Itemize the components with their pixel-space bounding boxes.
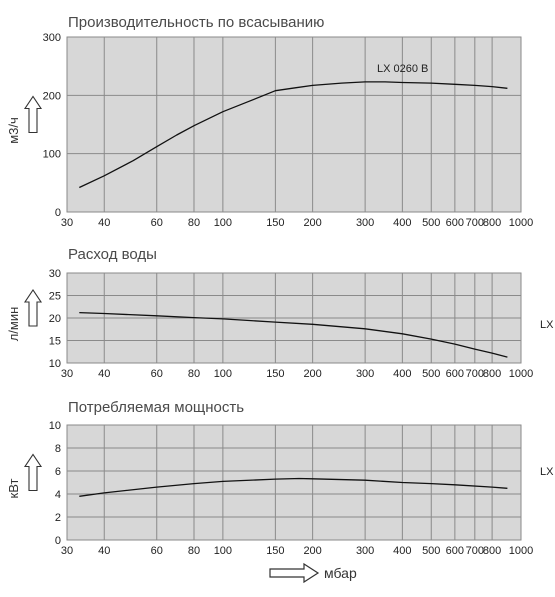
y-tick-label: 15 <box>49 336 61 348</box>
x-tick-label: 30 <box>61 217 73 229</box>
x-tick-label: 300 <box>356 368 374 380</box>
x-tick-label: 400 <box>393 368 411 380</box>
x-tick-label: 80 <box>188 545 200 557</box>
x-axis-unit: мбар <box>269 562 357 584</box>
x-tick-label: 40 <box>98 217 110 229</box>
chart-panel-1: Производительность по всасыванию 30 40 60 80… <box>6 14 533 229</box>
x-tick-label: 150 <box>266 217 284 229</box>
x-tick-label: 300 <box>356 545 374 557</box>
x-tick-label: 500 <box>422 368 440 380</box>
x-tick-label: 600 <box>446 368 464 380</box>
x-tick-label: 300 <box>356 217 374 229</box>
x-tick-label: 600 <box>446 217 464 229</box>
series-label: LX 0260 B <box>540 466 555 478</box>
x-unit-arrow-icon <box>269 562 320 584</box>
y-tick-label: 4 <box>55 489 61 501</box>
x-tick-label: 700 <box>466 368 484 380</box>
y-tick-label: 0 <box>55 535 61 547</box>
x-tick-label: 60 <box>151 368 163 380</box>
y-tick-label: 300 <box>43 32 61 44</box>
y-tick-label: 6 <box>55 466 61 478</box>
y-tick-label: 20 <box>49 313 61 325</box>
x-tick-label: 150 <box>266 368 284 380</box>
x-tick-label: 400 <box>393 545 411 557</box>
x-tick-label: 800 <box>483 545 501 557</box>
chart-title: Расход воды <box>68 246 157 263</box>
x-tick-label: 60 <box>151 545 163 557</box>
y-tick-label: 0 <box>55 207 61 219</box>
x-tick-label: 60 <box>151 217 163 229</box>
series-line <box>79 477 508 497</box>
y-axis-label: кВт <box>6 479 21 499</box>
x-tick-label: 100 <box>214 545 232 557</box>
y-tick-label: 2 <box>55 512 61 524</box>
x-tick-label: 400 <box>393 217 411 229</box>
y-axis-label: м3/ч <box>6 117 21 144</box>
chart-panel-2: Расход воды 30 40 60 80 100 150 200 300 400 500 600… <box>6 246 555 380</box>
x-tick-label: 800 <box>483 217 501 229</box>
x-tick-label: 150 <box>266 545 284 557</box>
x-tick-label: 800 <box>483 368 501 380</box>
x-tick-label: 80 <box>188 368 200 380</box>
x-tick-label: 1000 <box>509 368 533 380</box>
x-tick-label: 30 <box>61 545 73 557</box>
x-tick-label: 40 <box>98 545 110 557</box>
y-tick-label: 25 <box>49 291 61 303</box>
x-tick-label: 700 <box>466 217 484 229</box>
y-tick-label: 10 <box>49 358 61 370</box>
x-tick-label: 200 <box>303 217 321 229</box>
y-tick-label: 30 <box>49 268 61 280</box>
y-axis-arrow-icon <box>23 453 43 492</box>
plot-area <box>66 36 522 213</box>
x-tick-label: 200 <box>303 545 321 557</box>
y-tick-label: 100 <box>43 149 61 161</box>
y-tick-label: 8 <box>55 443 61 455</box>
x-tick-label: 1000 <box>509 545 533 557</box>
x-tick-label: 80 <box>188 217 200 229</box>
x-tick-label: 500 <box>422 217 440 229</box>
x-tick-label: 600 <box>446 545 464 557</box>
series-line <box>79 81 508 189</box>
chart-title: Потребляемая мощность <box>68 399 244 416</box>
x-tick-label: 30 <box>61 368 73 380</box>
x-tick-label: 200 <box>303 368 321 380</box>
x-tick-label: 500 <box>422 545 440 557</box>
series-label: LX 0260 B <box>540 319 555 331</box>
series-line <box>79 311 508 358</box>
plot-area <box>66 424 522 541</box>
y-tick-label: 10 <box>49 420 61 432</box>
x-tick-label: 1000 <box>509 217 533 229</box>
y-tick-label: 200 <box>43 90 61 102</box>
x-tick-label: 700 <box>466 545 484 557</box>
y-axis-arrow-icon <box>23 95 43 134</box>
x-tick-label: 40 <box>98 368 110 380</box>
x-tick-label: 100 <box>214 368 232 380</box>
y-axis-label: л/мин <box>6 307 21 342</box>
chart-title: Производительность по всасыванию <box>68 14 324 31</box>
x-tick-label: 100 <box>214 217 232 229</box>
series-label: LX 0260 B <box>377 63 428 75</box>
y-axis-arrow-icon <box>23 289 43 327</box>
x-axis-label: мбар <box>324 565 357 581</box>
